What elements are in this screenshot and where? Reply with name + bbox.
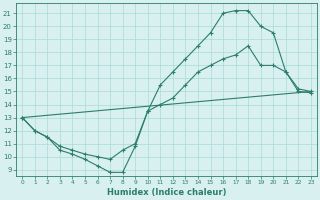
X-axis label: Humidex (Indice chaleur): Humidex (Indice chaleur) <box>107 188 226 197</box>
